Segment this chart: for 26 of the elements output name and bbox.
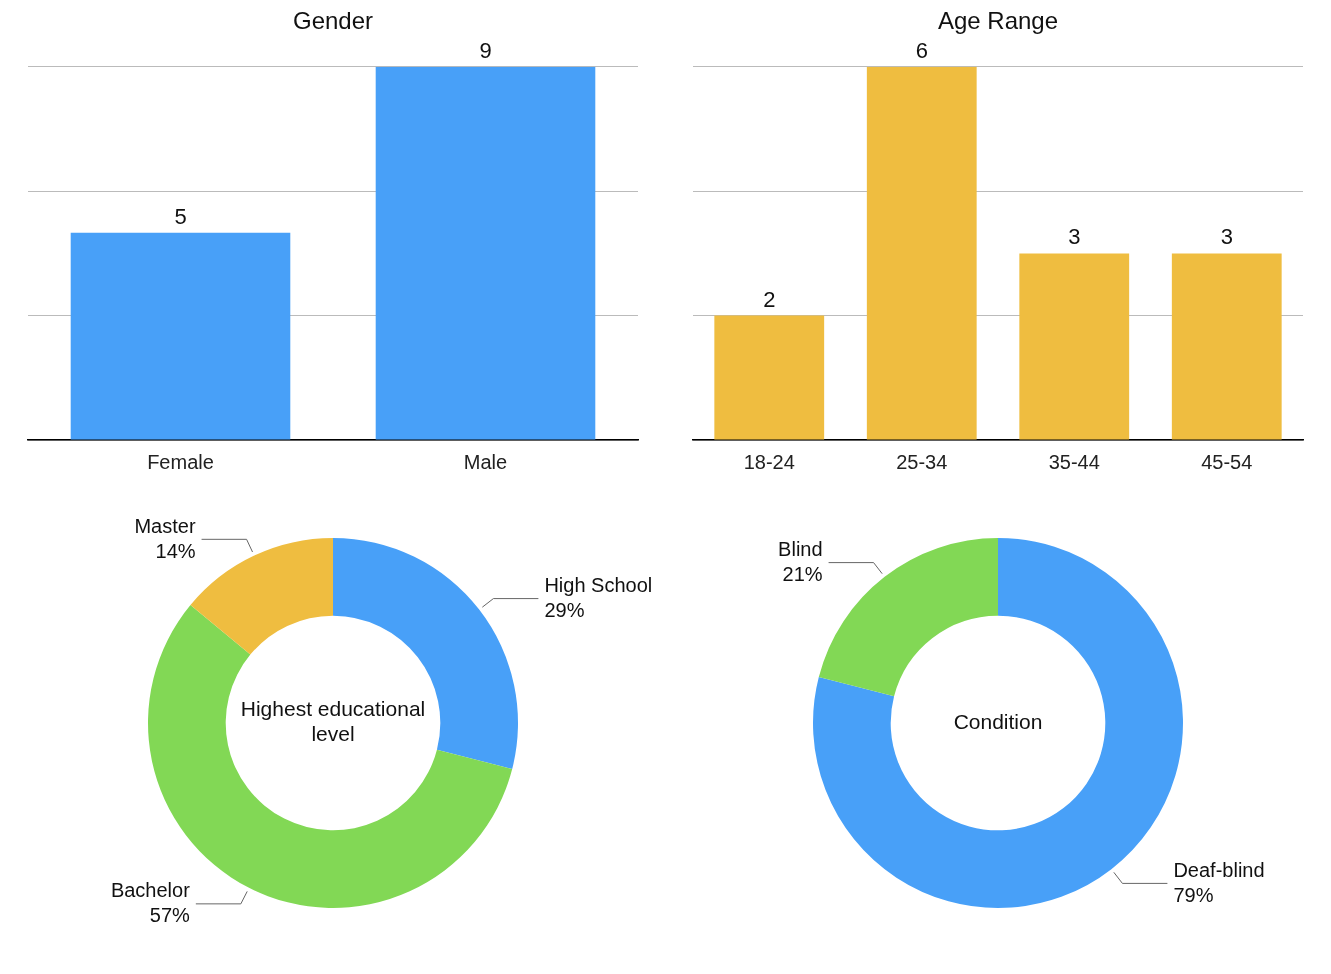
x-tick-label: 45-54	[1201, 450, 1253, 473]
data-label: 14%	[155, 539, 196, 562]
x-tick-label: Female	[147, 450, 214, 473]
data-label: 57%	[149, 904, 191, 927]
x-tick-label: Male	[463, 450, 508, 473]
data-label: 21%	[782, 563, 823, 586]
chart-title: Age Range	[937, 7, 1059, 35]
text: Condition	[953, 709, 1043, 733]
chart-title: Gender	[292, 7, 374, 35]
slice-label: Bachelor	[110, 879, 191, 902]
data-label: 3	[1068, 224, 1081, 250]
data-label: 3	[1220, 224, 1233, 250]
x-tick-label: 35-44	[1048, 450, 1100, 473]
slice-label: Master	[134, 514, 196, 537]
x-tick-label: 18-24	[743, 450, 795, 473]
data-label: 79%	[1173, 883, 1214, 906]
data-label: 29%	[544, 599, 585, 622]
text: Highest educational level	[240, 697, 426, 746]
slice-label: Blind	[778, 538, 823, 561]
x-tick-label: 25-34	[896, 450, 948, 473]
slice-label: High School	[544, 574, 653, 597]
data-label: 5	[174, 203, 187, 229]
data-label: 6	[915, 37, 928, 63]
data-label: 9	[479, 37, 492, 63]
slice-label: Deaf-blind	[1173, 858, 1265, 881]
data-label: 2	[763, 286, 776, 312]
